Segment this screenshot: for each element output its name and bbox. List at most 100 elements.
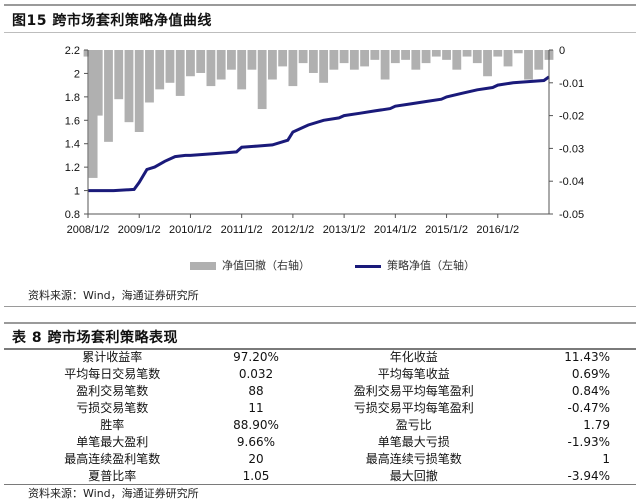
- table-row: 胜率 88.90% 盈亏比 1.79: [38, 416, 618, 433]
- drawdown-bar: [401, 50, 410, 60]
- metric-value: -1.93%: [567, 434, 610, 449]
- drawdown-bar: [93, 50, 103, 116]
- legend-nav-label: 策略净值（左轴）: [387, 259, 475, 272]
- drawdown-bar: [339, 50, 349, 64]
- metric-label: 平均每笔收益: [377, 367, 450, 381]
- drawdown-bar: [308, 50, 318, 73]
- metric-label: 单笔最大盈利: [76, 435, 149, 449]
- drawdown-bar: [114, 50, 124, 100]
- x-axis-tick-label: 2014/1/2: [374, 224, 417, 236]
- drawdown-bar: [257, 50, 267, 110]
- drawdown-bar: [329, 50, 339, 70]
- left-axis-tick-label: 1.2: [65, 162, 80, 174]
- x-axis-tick-label: 2012/1/2: [271, 224, 314, 236]
- right-axis-tick-label: -0.05: [559, 209, 584, 221]
- drawdown-bar: [431, 50, 441, 57]
- left-axis-tick-label: 2: [74, 68, 80, 80]
- metrics-table: 累计收益率 97.20% 年化收益 11.43% 平均每日交易笔数 0.032 平均每笔收益…: [38, 348, 618, 484]
- right-axis-tick-label: -0.02: [559, 111, 584, 123]
- metric-label: 最高连续盈利笔数: [64, 452, 161, 466]
- drawdown-bar: [462, 50, 472, 57]
- left-axis-tick-label: 1.6: [65, 115, 80, 127]
- legend-drawdown: 净值回撤（右轴）: [190, 257, 310, 273]
- drawdown-bar: [227, 50, 236, 70]
- table-row: 盈利交易笔数 88 盈利交易平均每笔盈利 0.84%: [38, 382, 618, 399]
- drawdown-bar: [196, 50, 206, 73]
- table-header: 表 8 跨市场套利策略表现: [4, 322, 636, 350]
- drawdown-bar: [380, 50, 390, 80]
- drawdown-bar: [237, 50, 247, 90]
- metric-label: 单笔最大亏损: [377, 435, 450, 449]
- drawdown-bar: [104, 50, 113, 142]
- table-row: 平均每日交易笔数 0.032 平均每笔收益 0.69%: [38, 365, 618, 382]
- drawdown-bar: [472, 50, 482, 64]
- figure-header: 图15 跨市场套利策略净值曲线: [4, 4, 636, 33]
- x-axis-tick-label: 2013/1/2: [323, 224, 366, 236]
- legend-drawdown-swatch: [190, 262, 216, 270]
- x-axis-tick-label: 2009/1/2: [118, 224, 161, 236]
- drawdown-bar: [411, 50, 421, 70]
- legend-nav: 策略净值（左轴）: [355, 257, 475, 273]
- metric-value: 97.20%: [233, 349, 279, 364]
- drawdown-bar: [452, 50, 462, 70]
- drawdown-bar: [145, 50, 154, 103]
- drawdown-bar: [390, 50, 400, 64]
- right-axis-tick-label: -0.04: [559, 176, 584, 188]
- metric-value: 20: [248, 451, 264, 466]
- drawdown-bar: [503, 50, 513, 67]
- drawdown-bar: [278, 50, 288, 67]
- metric-label: 胜率: [100, 418, 125, 432]
- metric-label: 年化收益: [389, 350, 438, 364]
- drawdown-bar: [360, 50, 370, 67]
- metric-label: 最高连续亏损笔数: [365, 452, 462, 466]
- x-axis-tick-label: 2015/1/2: [425, 224, 468, 236]
- table-title: 表 8 跨市场套利策略表现: [12, 330, 178, 346]
- metric-value: 11: [248, 400, 264, 415]
- left-axis-tick-label: 1.4: [65, 139, 80, 151]
- metric-label: 亏损交易笔数: [76, 401, 149, 415]
- drawdown-bar: [216, 50, 226, 80]
- metric-value: 88: [248, 383, 264, 398]
- right-axis-tick-label: 0: [559, 45, 565, 57]
- x-axis-tick-label: 2016/1/2: [476, 224, 519, 236]
- table-source: 资料来源：Wind，海通证券研究所: [28, 487, 199, 500]
- table-row: 最高连续盈利笔数 20 最高连续亏损笔数 1: [38, 450, 618, 467]
- metric-label: 夏普比率: [88, 469, 137, 483]
- table-row: 单笔最大盈利 9.66% 单笔最大亏损 -1.93%: [38, 433, 618, 450]
- metric-label: 最大回撤: [389, 469, 438, 483]
- nav-chart: 0.8 1 1.2 1.4 1.6 1.8 2 2.2 0 -0.01 -0.02 -0.03 -0.0…: [65, 45, 584, 236]
- left-axis-tick-label: 1.8: [65, 92, 80, 104]
- table-row: 夏普比率 1.05 最大回撤 -3.94%: [38, 467, 618, 484]
- metric-label: 盈亏比: [395, 418, 432, 432]
- drawdown-bar: [186, 50, 195, 77]
- drawdown-bar: [524, 50, 533, 80]
- drawdown-bar: [124, 50, 134, 123]
- x-axis-tick-label: 2011/1/2: [221, 224, 263, 236]
- drawdown-bar: [370, 50, 380, 60]
- drawdown-bar: [155, 50, 165, 90]
- legend-drawdown-label: 净值回撤（右轴）: [222, 259, 310, 272]
- drawdown-bar: [483, 50, 492, 77]
- drawdown-bar: [349, 50, 359, 70]
- metric-value: 1: [602, 451, 610, 466]
- drawdown-bar: [165, 50, 175, 83]
- drawdown-bar: [319, 50, 329, 83]
- drawdown-bar: [534, 50, 544, 70]
- metric-value: 1.79: [583, 417, 610, 432]
- left-axis-tick-label: 1: [74, 186, 80, 198]
- figure-title: 图15 跨市场套利策略净值曲线: [12, 13, 212, 29]
- figure-source: 资料来源：Wind，海通证券研究所: [28, 289, 199, 302]
- drawdown-bar: [298, 50, 308, 64]
- metric-value: 0.032: [238, 366, 274, 381]
- drawdown-bar: [247, 50, 257, 70]
- drawdown-bar: [288, 50, 298, 87]
- drawdown-bar: [513, 50, 523, 54]
- metric-value: 11.43%: [564, 349, 610, 364]
- metric-label: 亏损交易平均每笔盈利: [353, 401, 474, 415]
- right-axis-tick-label: -0.03: [559, 143, 584, 155]
- table-divider: [4, 484, 636, 485]
- metric-value: 9.66%: [236, 434, 276, 449]
- table-row: 亏损交易笔数 11 亏损交易平均每笔盈利 -0.47%: [38, 399, 618, 416]
- x-axis-tick-label: 2010/1/2: [169, 224, 212, 236]
- drawdown-bar: [493, 50, 503, 57]
